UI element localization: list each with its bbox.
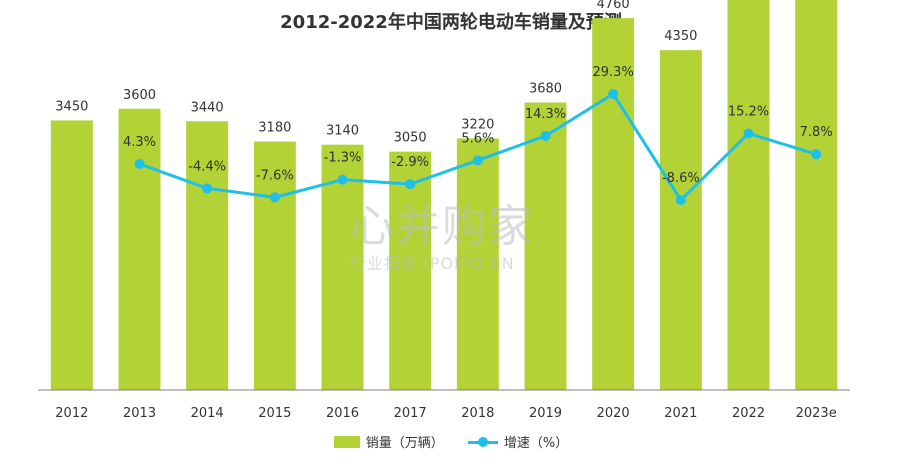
x-tick-label: 2019 (529, 406, 562, 421)
growth-label-2013: 4.3% (123, 135, 156, 150)
growth-point-2017 (405, 179, 416, 190)
bar-label-2012: 3450 (55, 99, 88, 114)
growth-label-2023e: 7.8% (800, 125, 833, 140)
x-tick-label: 2022 (732, 406, 765, 421)
x-tick-label: 2018 (461, 406, 494, 421)
x-tick-label: 2014 (191, 406, 224, 421)
growth-point-2020 (608, 88, 619, 99)
bar-2022 (727, 0, 770, 390)
x-tick-label: 2015 (258, 406, 291, 421)
growth-point-2013 (134, 158, 145, 169)
growth-point-2015 (269, 192, 280, 203)
growth-label-2020: 29.3% (593, 65, 634, 80)
growth-point-2018 (472, 155, 483, 166)
x-tick-label: 2012 (55, 406, 88, 421)
legend-item-growth: 增速（%） (467, 432, 569, 451)
bar-2023e (795, 0, 838, 390)
growth-label-2018: 5.6% (461, 131, 494, 146)
growth-label-2021: -8.6% (662, 171, 700, 186)
x-tick-label: 2023e (796, 406, 837, 421)
growth-point-2019 (540, 130, 551, 141)
bar-2019 (524, 102, 567, 390)
bar-2012 (50, 120, 93, 390)
growth-point-2022 (743, 128, 754, 139)
x-tick-label: 2021 (664, 406, 697, 421)
bar-2021 (659, 50, 702, 390)
bar-label-2018: 3220 (461, 117, 494, 132)
x-tick-label: 2016 (326, 406, 359, 421)
growth-label-2015: -7.6% (256, 168, 294, 183)
legend-swatch-bar (333, 435, 360, 448)
legend-swatch-line (467, 436, 498, 448)
growth-label-2022: 15.2% (728, 104, 769, 119)
chart-title: 2012-2022年中国两轮电动车销量及预测 (280, 12, 622, 33)
chart-plot: 3450 2012 3600 2013 3440 2014 3180 2015 3140 2016… (38, 0, 850, 421)
legend-label-sales: 销量（万辆） (365, 436, 444, 451)
bar-2017 (389, 151, 432, 390)
x-tick-label: 2020 (597, 406, 630, 421)
bar-label-2013: 3600 (123, 88, 156, 103)
bar-2014 (186, 121, 229, 390)
bar-label-2019: 3680 (529, 82, 562, 97)
bar-2016 (321, 144, 364, 390)
legend-label-growth: 增速（%） (503, 436, 569, 451)
bar-label-2014: 3440 (191, 100, 224, 115)
growth-label-2017: -2.9% (391, 155, 429, 170)
bar-label-2020: 4760 (597, 0, 630, 12)
bar-2018 (456, 138, 499, 390)
bar-2013 (118, 108, 161, 390)
growth-label-2014: -4.4% (188, 159, 226, 174)
growth-point-2023e (811, 149, 822, 160)
chart-legend: 销量（万辆） 增速（%） (0, 432, 902, 452)
bar-2020 (592, 18, 635, 390)
growth-label-2016: -1.3% (324, 151, 362, 166)
bar-label-2021: 4350 (664, 29, 697, 44)
growth-label-2019: 14.3% (525, 107, 566, 122)
bar-2015 (253, 141, 296, 390)
bar-label-2015: 3180 (258, 121, 291, 136)
x-tick-label: 2017 (394, 406, 427, 421)
bar-label-2017: 3050 (394, 131, 427, 146)
x-tick-label: 2013 (123, 406, 156, 421)
growth-point-2016 (337, 174, 348, 185)
growth-point-2014 (202, 183, 213, 194)
legend-item-sales: 销量（万辆） (333, 432, 444, 451)
growth-point-2021 (675, 195, 686, 206)
bar-label-2016: 3140 (326, 124, 359, 139)
